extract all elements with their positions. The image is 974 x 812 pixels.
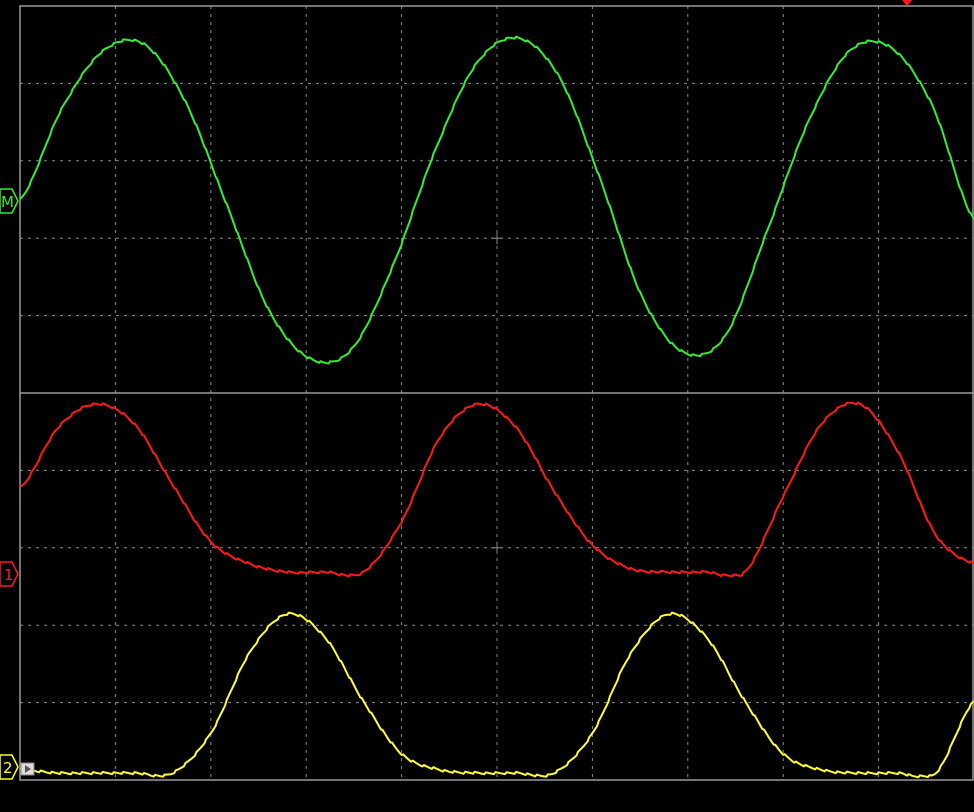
channel-1-marker[interactable]: 1 <box>0 561 19 587</box>
graticule-grid <box>19 5 974 781</box>
channel-2-marker[interactable]: 2 <box>0 754 19 780</box>
math-channel-marker[interactable]: M <box>0 188 19 214</box>
math-channel-marker-label: M <box>1 193 14 211</box>
channel-2-trace <box>19 611 974 779</box>
channel-markers: M 1 2 <box>0 0 912 780</box>
trace-layer <box>19 35 974 779</box>
channel-1-marker-label: 1 <box>4 566 14 584</box>
ground-reference-icon <box>20 762 35 776</box>
math-trace <box>19 35 974 365</box>
channel-2-marker-label: 2 <box>3 759 13 777</box>
channel-1-trace <box>19 401 974 578</box>
trigger-position-icon[interactable] <box>902 0 912 6</box>
